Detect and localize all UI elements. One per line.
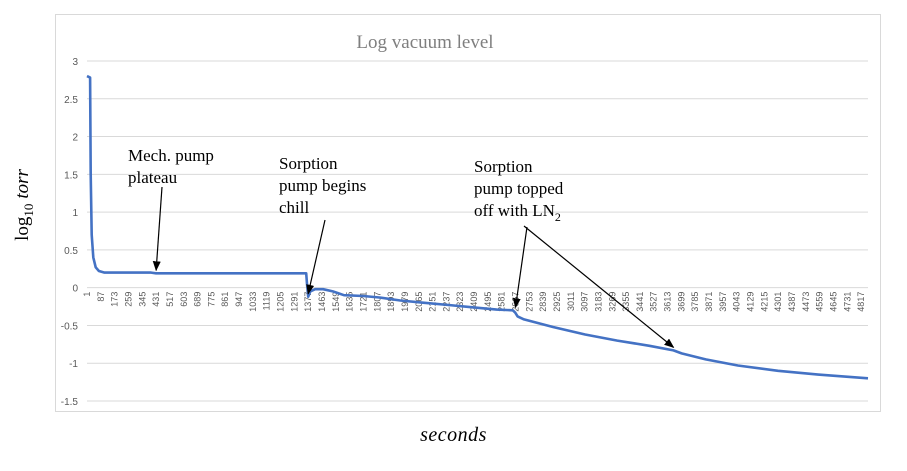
x-tick-label: 2237 [441, 292, 451, 312]
y-axis-label-base: log [12, 216, 33, 241]
x-tick-label: 2495 [483, 292, 493, 312]
y-tick-labels: 3 2.5 2 1.5 1 0.5 0 -0.5 -1 -1.5 [61, 57, 79, 408]
x-tick-label: 3957 [718, 292, 728, 312]
x-tick-label: 861 [220, 292, 230, 307]
annotations: Mech. pump plateau Sorption pump begins chil… [128, 146, 675, 349]
y-axis-label-subscript: 10 [21, 204, 36, 217]
y-tick-label: 3 [72, 57, 78, 68]
x-tick-label: 3183 [594, 292, 604, 312]
annotation-arrow [512, 226, 528, 309]
y-tick-label: 0.5 [64, 246, 78, 257]
x-tick-label: 1205 [276, 292, 286, 312]
x-tick-label: 4215 [759, 292, 769, 312]
y-tick-label: 2 [72, 133, 78, 144]
x-tick-label: 4645 [828, 292, 838, 312]
x-tick-label: 3527 [649, 292, 659, 312]
x-tick-label: 2667 [511, 292, 521, 312]
x-tick-label: 4559 [815, 292, 825, 312]
x-tick-label: 3785 [690, 292, 700, 312]
annotation-text: Sorption pump begins chill [279, 154, 366, 217]
y-tick-label: 1.5 [64, 170, 78, 181]
x-tick-label: 1893 [386, 292, 396, 312]
y-axis-label-unit: torr [12, 168, 33, 198]
annotation-text: Mech. pump plateau [128, 146, 214, 187]
x-tick-label: 1119 [262, 292, 272, 311]
x-tick-label: 1635 [345, 292, 355, 312]
x-tick-label: 345 [137, 292, 147, 307]
x-tick-label: 3613 [663, 292, 673, 312]
y-tick-label: 2.5 [64, 95, 78, 106]
y-tick-label: -1.5 [61, 397, 79, 408]
x-tick-label: 2581 [497, 292, 507, 312]
x-tick-label: 4817 [856, 292, 866, 312]
x-tick-label: 259 [124, 292, 134, 307]
x-tick-label: 1291 [289, 292, 299, 312]
x-tick-label: 3269 [607, 292, 617, 312]
annotation-arrow [523, 225, 675, 349]
series-layer [86, 74, 869, 380]
y-tick-label: -1 [69, 359, 78, 370]
x-tick-label: 4387 [787, 292, 797, 312]
x-tick-label: 3011 [566, 292, 576, 311]
gridlines [87, 60, 868, 402]
x-tick-label: 1463 [317, 292, 327, 312]
chart-area [55, 14, 881, 412]
x-tick-label: 2925 [552, 292, 562, 312]
x-tick-label: 517 [165, 292, 175, 307]
x-tick-label: 3699 [676, 292, 686, 312]
x-tick-label: 603 [179, 292, 189, 307]
title-background [348, 26, 598, 56]
x-tick-label: 2753 [524, 292, 534, 312]
annotation-arrow [306, 219, 326, 295]
x-tick-label: 947 [234, 292, 244, 307]
x-tick-label: 3355 [621, 292, 631, 312]
x-tick-label: 4731 [842, 292, 852, 312]
y-tick-label: 1 [72, 208, 78, 219]
annotation-arrow [152, 186, 163, 272]
x-tick-label: 1033 [248, 292, 258, 312]
x-tick-label: 2409 [469, 292, 479, 312]
y-tick-label: 0 [72, 284, 78, 295]
series-line [86, 74, 869, 380]
x-tick-label: 3871 [704, 292, 714, 312]
x-tick-label: 1377 [303, 292, 313, 312]
x-tick-label: 3097 [580, 292, 590, 312]
x-tick-label: 4043 [732, 292, 742, 312]
x-tick-label: 87 [96, 292, 106, 302]
x-tick-label: 431 [151, 292, 161, 307]
x-tick-label: 775 [206, 292, 216, 307]
x-tick-label: 1 [82, 292, 92, 297]
y-axis-label: log10 torr [0, 0, 40, 466]
x-tick-label: 4473 [801, 292, 811, 312]
y-tick-label: -0.5 [61, 321, 79, 332]
chart-title: Log vacuum level [356, 32, 493, 53]
x-tick-label: 1549 [331, 292, 341, 312]
svg-text:log10torr: log10 torr [12, 168, 36, 240]
x-tick-label: 3441 [635, 292, 645, 312]
x-axis-label: seconds [420, 424, 487, 446]
x-tick-label: 1721 [359, 292, 369, 312]
x-tick-label: 4129 [746, 292, 756, 312]
x-tick-label: 2839 [538, 292, 548, 312]
x-tick-label: 689 [193, 292, 203, 307]
x-tick-label: 1807 [372, 292, 382, 312]
x-tick-labels: 1 87 173 259 345 431 517 603 689 775 861 947 1033 111… [82, 292, 866, 312]
x-tick-label: 2151 [428, 292, 438, 312]
x-tick-label: 2323 [455, 292, 465, 312]
x-tick-label: 4301 [773, 292, 783, 312]
annotation-text: Sorption pump topped off with LN2 [474, 157, 564, 224]
x-tick-label: 173 [110, 292, 120, 307]
